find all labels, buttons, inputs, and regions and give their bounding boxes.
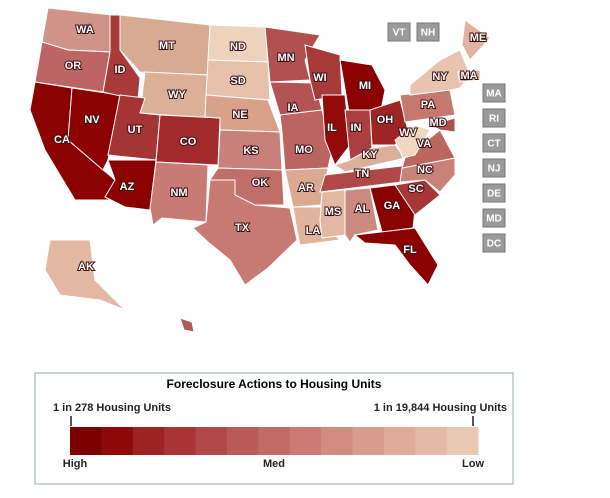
legend-swatch <box>164 427 197 455</box>
state-label: OH <box>377 114 394 126</box>
legend-swatch <box>415 427 448 455</box>
legend-swatch <box>321 427 353 455</box>
state <box>339 59 386 119</box>
state-label: IN <box>351 122 362 134</box>
small-state-label: NH <box>421 28 435 39</box>
legend-high: High <box>63 458 88 470</box>
state-label: AZ <box>120 181 135 193</box>
state-label: ND <box>230 41 246 53</box>
state-label: LA <box>306 225 321 237</box>
state-label: MI <box>359 80 371 92</box>
small-state-box <box>482 158 506 178</box>
state-label: WI <box>313 72 326 84</box>
state <box>353 227 439 286</box>
legend-swatch <box>352 427 385 455</box>
state-label: SC <box>408 183 423 195</box>
legend-swatch <box>226 427 259 455</box>
small-state-label: VT <box>393 28 406 39</box>
legend-swatch <box>101 427 134 455</box>
legend-title: Foreclosure Actions to Housing Units <box>167 377 382 391</box>
small-state-label: DC <box>487 239 501 250</box>
state-label: AR <box>298 182 314 194</box>
state-label: NC <box>417 164 433 176</box>
state-label: NM <box>170 187 187 199</box>
state <box>179 317 195 333</box>
state-label: MN <box>277 52 294 64</box>
state-label: KY <box>362 149 378 161</box>
state <box>192 179 298 286</box>
state-label: KS <box>243 145 258 157</box>
state <box>394 124 431 159</box>
state <box>321 94 351 167</box>
state-label: TN <box>355 168 370 180</box>
state-label: WY <box>168 89 186 101</box>
state-label: WA <box>76 24 94 36</box>
state-label: GA <box>384 200 401 212</box>
legend-swatch <box>132 427 165 455</box>
small-state-label: DE <box>487 189 501 200</box>
state-label: MS <box>325 206 342 218</box>
small-state-box <box>482 208 506 228</box>
state-label: NV <box>84 114 100 126</box>
state-label: NY <box>432 71 448 83</box>
state-label: AL <box>355 203 370 215</box>
state-label: CA <box>54 134 70 146</box>
state <box>149 161 209 226</box>
state <box>401 129 456 169</box>
legend-left-label: 1 in 278 Housing Units <box>53 402 171 414</box>
state-label: IL <box>327 122 337 134</box>
state-label: FL <box>403 244 417 256</box>
small-state-label: CT <box>487 139 500 150</box>
state <box>44 239 126 311</box>
state-label: UT <box>128 124 143 136</box>
state-label: MO <box>295 144 313 156</box>
state-label: PA <box>421 99 436 111</box>
small-state-box <box>482 133 506 153</box>
state <box>319 189 346 239</box>
state-label: AK <box>78 261 94 273</box>
state-label: SD <box>230 75 245 87</box>
state-label: NE <box>232 109 247 121</box>
small-state-label: RI <box>489 114 499 125</box>
state-label: MA <box>460 70 477 82</box>
state-label: MT <box>159 40 175 52</box>
legend-swatch <box>258 427 291 455</box>
legend-med: Med <box>263 458 285 470</box>
state-label: IA <box>288 102 299 114</box>
state-label: ID <box>115 64 126 76</box>
legend-swatch <box>195 427 228 455</box>
state <box>461 19 491 61</box>
state-label: VA <box>417 138 432 150</box>
state-label: WV <box>399 127 417 139</box>
state <box>457 69 481 83</box>
legend-swatch <box>289 427 322 455</box>
legend-swatch <box>383 427 416 455</box>
state <box>394 179 441 216</box>
state-label: TX <box>235 222 250 234</box>
legend-swatch <box>70 427 102 455</box>
state <box>428 117 456 133</box>
small-state-label: MA <box>486 89 502 100</box>
small-state-box <box>482 108 506 128</box>
state-label: CO <box>180 136 197 148</box>
legend-right-label: 1 in 19,844 Housing Units <box>374 402 507 414</box>
state <box>264 26 321 83</box>
small-state-box <box>416 22 440 42</box>
state-label: OK <box>252 177 269 189</box>
state <box>205 59 271 101</box>
small-state-label: NJ <box>488 164 501 175</box>
state-label: ME <box>470 32 487 44</box>
small-state-box <box>387 22 411 42</box>
small-state-box <box>482 83 506 103</box>
small-state-box <box>482 183 506 203</box>
small-state-box <box>482 233 506 253</box>
legend-low: Low <box>462 458 484 470</box>
small-state-label: MD <box>486 214 502 225</box>
legend-swatch <box>446 427 479 455</box>
state-label: OR <box>65 60 82 72</box>
state <box>333 144 406 173</box>
state-label: MD <box>429 117 446 129</box>
